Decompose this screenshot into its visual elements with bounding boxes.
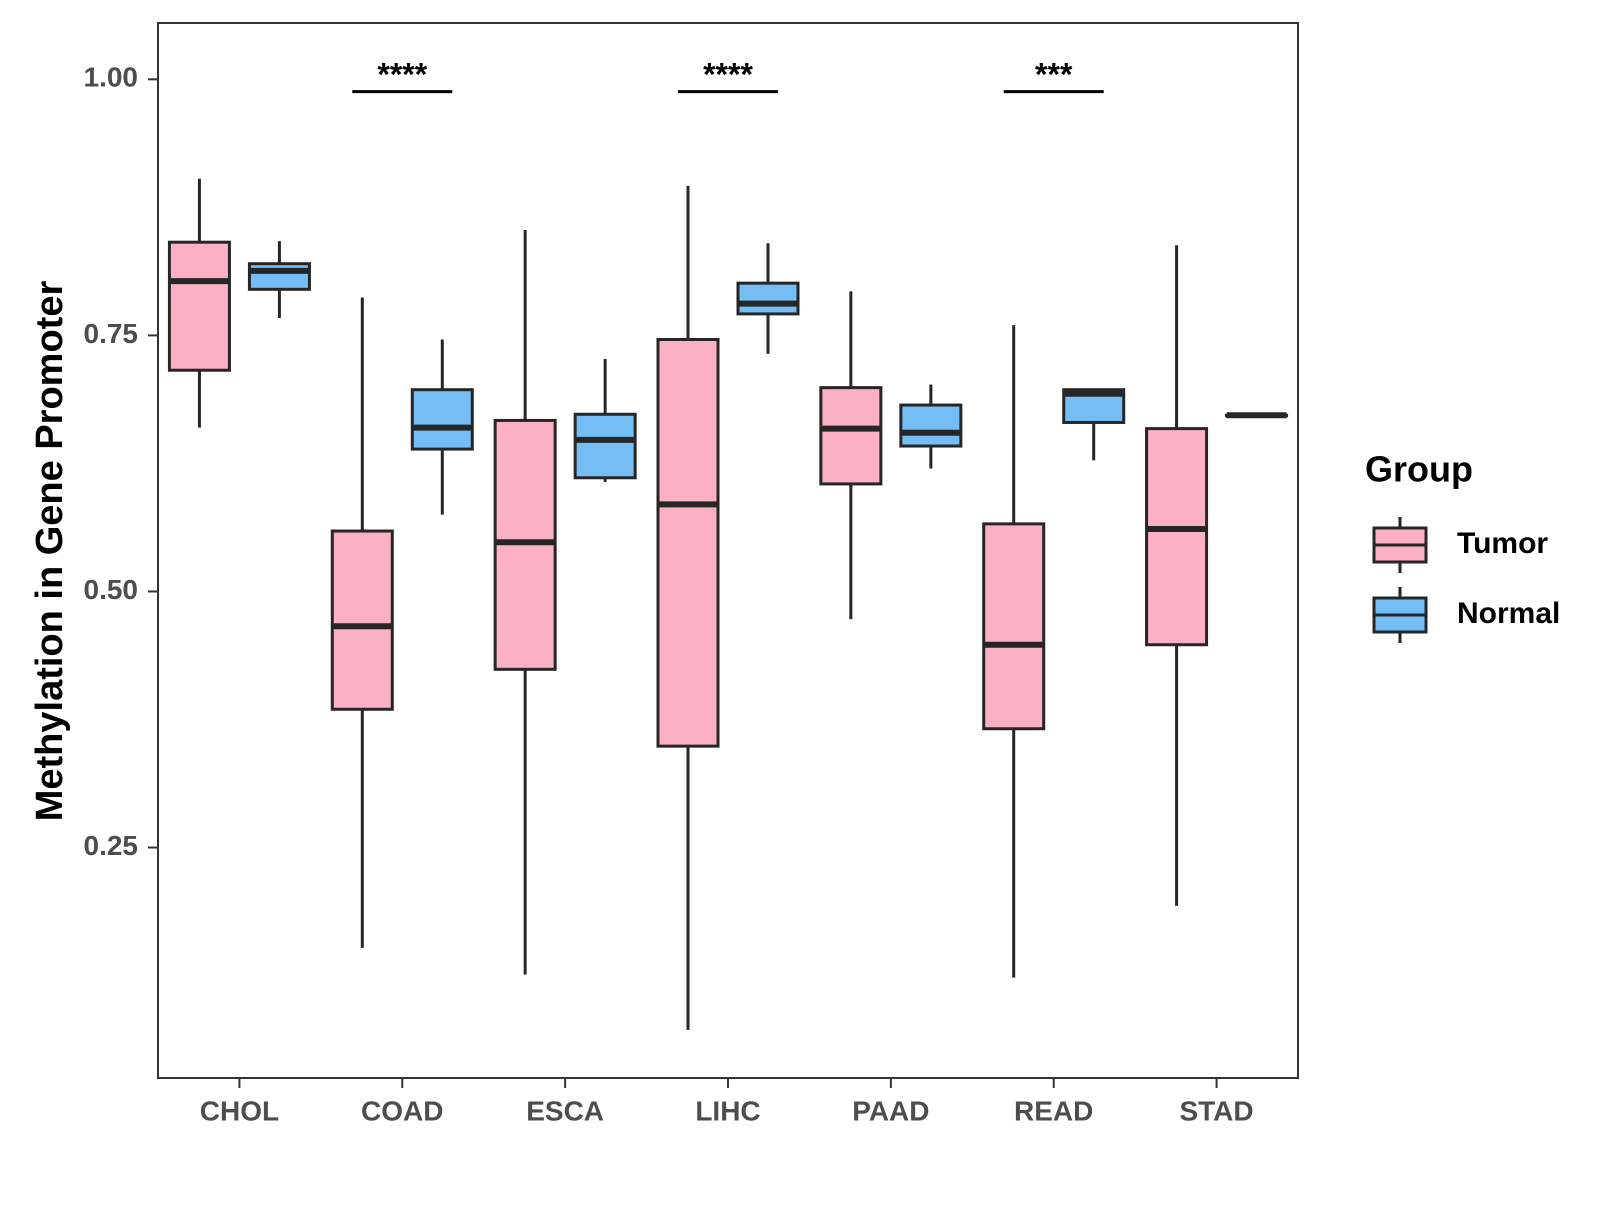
significance-annotations: **** **** *** <box>352 57 1104 94</box>
box-body <box>899 403 963 448</box>
x-tick-label: CHOL <box>200 1095 279 1126</box>
box-body <box>573 412 637 480</box>
box-body <box>819 386 883 486</box>
box-tumor-stad <box>1145 245 1209 906</box>
box-tumor-paad <box>819 291 883 620</box>
box-normal-paad <box>899 384 963 469</box>
significance-label: **** <box>377 57 427 93</box>
box-normal-stad <box>1225 412 1289 419</box>
box-normal-esca <box>573 358 637 482</box>
y-tick-label: 0.75 <box>84 318 139 349</box>
box-tumor-coad <box>330 297 394 948</box>
box-body <box>410 388 474 451</box>
x-tick-label: LIHC <box>695 1095 760 1126</box>
box-body <box>330 529 394 711</box>
box-body <box>167 240 231 372</box>
y-axis-title: Methylation in Gene Promoter <box>29 281 71 822</box>
significance-label: *** <box>1035 57 1073 93</box>
plot-marks <box>167 178 1289 1030</box>
box-normal-coad <box>410 339 474 515</box>
box-normal-read <box>1062 388 1126 461</box>
box-body <box>736 281 800 316</box>
box-body <box>247 262 311 291</box>
y-axis: 0.25 0.50 0.75 1.00 <box>84 62 158 861</box>
box-normal-lihc <box>736 243 800 354</box>
legend: Group Tumor Normal <box>1365 449 1560 643</box>
legend-item-normal: Normal <box>1372 587 1560 643</box>
box-body <box>982 522 1046 731</box>
significance-label: **** <box>703 57 753 93</box>
x-axis: CHOL COAD ESCA LIHC PAAD READ STAD <box>200 1078 1254 1126</box>
legend-label: Tumor <box>1457 527 1548 560</box>
box-body <box>1145 427 1209 647</box>
x-tick-label: STAD <box>1179 1095 1253 1126</box>
x-tick-label: ESCA <box>526 1095 604 1126</box>
y-tick-label: 0.50 <box>84 574 139 605</box>
legend-label: Normal <box>1457 597 1560 630</box>
box-tumor-esca <box>493 229 557 975</box>
x-tick-label: READ <box>1014 1095 1093 1126</box>
box-body <box>656 338 720 748</box>
y-tick-label: 0.25 <box>84 830 139 861</box>
box-tumor-read <box>982 325 1046 978</box>
box-tumor-chol <box>167 178 231 428</box>
y-tick-label: 1.00 <box>84 62 139 93</box>
x-tick-label: COAD <box>361 1095 443 1126</box>
box-normal-chol <box>247 241 311 318</box>
box-tumor-lihc <box>656 185 720 1030</box>
x-tick-label: PAAD <box>852 1095 929 1126</box>
legend-title: Group <box>1365 449 1473 490</box>
legend-item-tumor: Tumor <box>1372 517 1548 573</box>
